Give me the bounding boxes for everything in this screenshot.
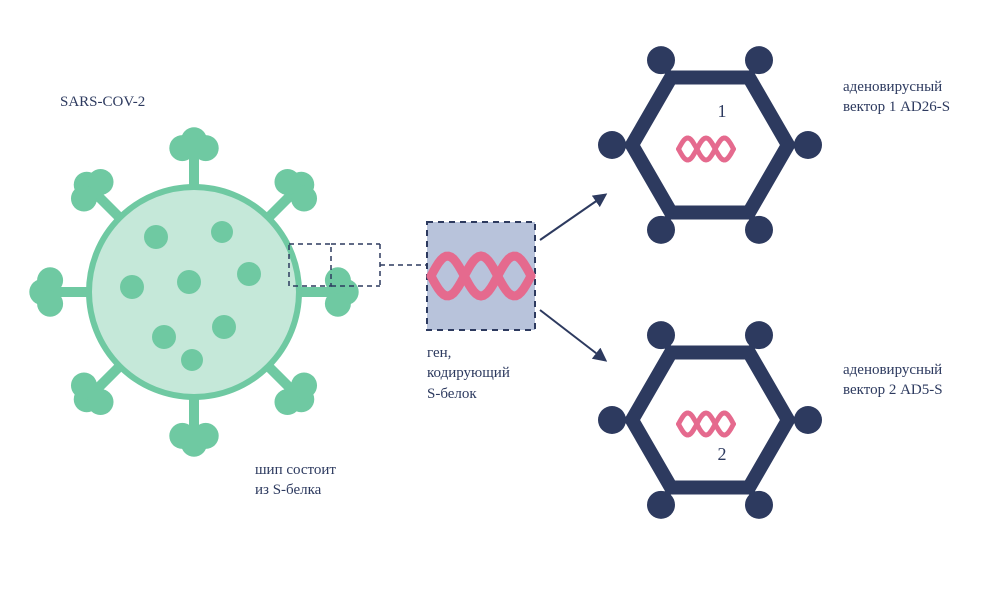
label-sars-cov-2: SARS-COV-2: [60, 92, 200, 112]
arrow-to-vector-2: [540, 310, 605, 360]
adenovirus-vector: 2: [598, 321, 822, 519]
label-vector-1: аденовирусный вектор 1 AD26-S: [843, 77, 993, 118]
gene-box: [427, 222, 535, 330]
vector-number: 2: [718, 444, 727, 464]
label-vector-2: аденовирусный вектор 2 AD5-S: [843, 360, 993, 401]
adenovirus-vector: 1: [598, 46, 822, 244]
sars-cov-2-virus: [29, 127, 358, 456]
label-gene: ген, кодирующий S-белок: [427, 343, 547, 404]
vector-number: 1: [718, 101, 727, 121]
label-spike-protein: шип состоит из S-белка: [255, 460, 395, 501]
arrow-to-vector-1: [540, 195, 605, 240]
